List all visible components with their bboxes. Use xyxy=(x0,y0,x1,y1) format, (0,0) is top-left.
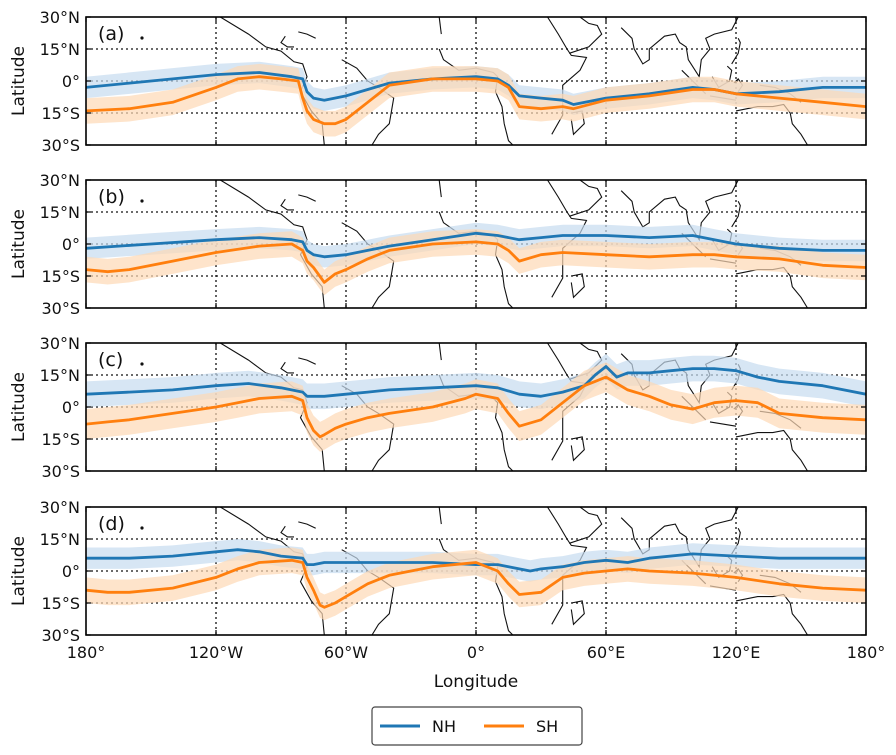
y-tick-label: 0° xyxy=(62,235,80,254)
coastline xyxy=(570,273,585,299)
y-tick-label: 30°S xyxy=(41,626,80,645)
coastline xyxy=(280,35,294,48)
coastline xyxy=(709,421,737,427)
legend: NH SH xyxy=(371,706,583,746)
y-axis-label: Latitude xyxy=(9,536,29,606)
y-axis-label: Latitude xyxy=(9,372,29,442)
coastline xyxy=(731,201,741,228)
series-line-nh xyxy=(86,548,866,573)
y-axis-label: Latitude xyxy=(9,46,29,116)
y-tick-label: 30°N xyxy=(40,171,80,190)
panel-b: (b) 30°N 15°N 0° 15°S 30°S Latitude xyxy=(9,171,867,318)
coastline xyxy=(569,17,603,54)
series-line-sh xyxy=(86,240,866,284)
x-tick-label: 120°E xyxy=(712,643,761,662)
coastline xyxy=(438,17,442,35)
x-tick-label: 120°W xyxy=(189,643,244,662)
panel-label: (d) xyxy=(98,513,125,535)
panel-label-dot xyxy=(140,36,144,40)
coastline xyxy=(298,521,316,529)
coastline xyxy=(280,198,294,211)
y-tick-label: 0° xyxy=(62,72,80,91)
y-tick-label: 15°N xyxy=(40,40,80,59)
plot-area xyxy=(86,180,866,308)
y-tick-label: 30°S xyxy=(41,299,80,318)
panel-d: (d) 30°N 15°N 0° 15°S 30°S Latitude xyxy=(9,498,867,645)
coastline xyxy=(735,429,808,471)
y-tick-label: 0° xyxy=(62,562,80,581)
x-tick-label: 60°E xyxy=(587,643,625,662)
coastline xyxy=(298,357,316,365)
coastline xyxy=(731,38,741,65)
panel-c: (c) 30°N 15°N 0° 15°S 30°S Latitude xyxy=(9,334,867,481)
y-tick-label: 15°S xyxy=(41,594,80,613)
coastline xyxy=(298,194,316,202)
legend-nh-label: NH xyxy=(432,717,456,736)
band-sh xyxy=(86,63,866,137)
x-axis-label: Longitude xyxy=(434,672,519,692)
series-line-nh xyxy=(86,231,866,259)
y-tick-label: 15°N xyxy=(40,530,80,549)
panel-label-dot xyxy=(140,362,144,366)
panel-a: (a) 30°N 15°N 0° 15°S 30°S Latitude xyxy=(9,8,867,155)
coastline xyxy=(438,180,442,198)
x-tick-label: 180° xyxy=(847,643,886,662)
legend-sh-label: SH xyxy=(536,717,558,736)
x-tick-label: 0° xyxy=(467,643,485,662)
coastline xyxy=(570,600,585,626)
y-tick-label: 30°S xyxy=(41,136,80,155)
band-sh xyxy=(86,547,866,621)
panel-label: (c) xyxy=(98,349,123,371)
x-tick-label: 60°W xyxy=(324,643,368,662)
coastline xyxy=(280,361,294,374)
coastline xyxy=(438,343,442,361)
y-tick-label: 0° xyxy=(62,398,80,417)
y-tick-label: 30°N xyxy=(40,8,80,27)
plot-area xyxy=(86,343,866,471)
series-line-nh xyxy=(86,365,866,398)
plot-area xyxy=(86,507,866,635)
coastline xyxy=(570,436,585,462)
coastline xyxy=(569,507,603,544)
y-axis-label: Latitude xyxy=(9,209,29,279)
series-line-sh xyxy=(86,375,866,439)
panel-label-dot xyxy=(140,199,144,203)
y-tick-label: 15°N xyxy=(40,366,80,385)
coastline xyxy=(569,180,603,217)
coastline xyxy=(438,507,442,525)
y-tick-label: 15°S xyxy=(41,267,80,286)
legend-box xyxy=(371,706,583,746)
panel-label-dot xyxy=(140,526,144,530)
series-line-sh xyxy=(86,558,866,609)
coastline xyxy=(298,31,316,39)
coastline xyxy=(620,17,739,79)
coastline xyxy=(735,593,808,635)
y-tick-label: 30°N xyxy=(40,334,80,353)
coastline xyxy=(620,180,739,242)
y-tick-label: 15°S xyxy=(41,104,80,123)
panel-label: (b) xyxy=(98,186,125,208)
y-tick-label: 30°N xyxy=(40,498,80,517)
plot-area xyxy=(86,17,866,145)
x-tick-label: 180° xyxy=(67,643,106,662)
y-tick-label: 15°N xyxy=(40,203,80,222)
y-tick-label: 15°S xyxy=(41,430,80,449)
panel-label: (a) xyxy=(98,23,124,45)
band-sh xyxy=(86,362,866,452)
series-line-sh xyxy=(86,75,866,126)
y-tick-label: 30°S xyxy=(41,462,80,481)
coastline xyxy=(280,525,294,538)
